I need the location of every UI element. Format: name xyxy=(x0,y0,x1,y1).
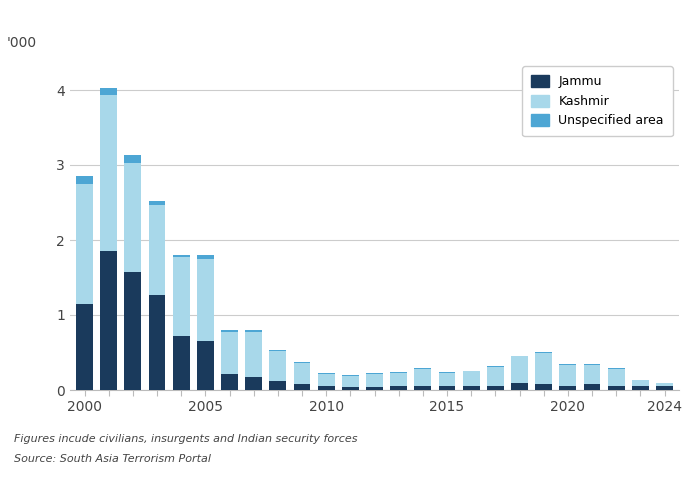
Bar xyxy=(390,386,407,390)
Bar xyxy=(270,351,286,381)
Bar xyxy=(245,330,262,332)
Bar xyxy=(390,373,407,386)
Bar xyxy=(438,373,456,386)
Bar xyxy=(463,371,480,386)
Bar xyxy=(608,386,624,390)
Bar xyxy=(245,332,262,376)
Bar xyxy=(318,373,335,374)
Bar xyxy=(76,184,93,304)
Bar xyxy=(536,352,552,384)
Bar xyxy=(584,384,601,390)
Bar xyxy=(125,155,141,163)
Bar xyxy=(342,375,359,376)
Bar xyxy=(221,332,238,374)
Bar xyxy=(366,374,383,387)
Bar xyxy=(608,369,624,386)
Bar xyxy=(487,386,504,390)
Bar xyxy=(197,255,214,259)
Bar xyxy=(463,386,480,390)
Bar xyxy=(511,382,528,390)
Bar xyxy=(148,294,165,390)
Bar xyxy=(390,372,407,373)
Bar xyxy=(173,336,190,390)
Text: Source: South Asia Terrorism Portal: Source: South Asia Terrorism Portal xyxy=(14,454,211,464)
Bar xyxy=(366,373,383,374)
Bar xyxy=(293,362,311,363)
Text: Figures incude civilians, insurgents and Indian security forces: Figures incude civilians, insurgents and… xyxy=(14,434,358,444)
Bar xyxy=(245,376,262,390)
Bar xyxy=(414,368,431,369)
Bar xyxy=(342,376,359,387)
Bar xyxy=(559,364,576,386)
Bar xyxy=(221,330,238,332)
Bar xyxy=(270,350,286,351)
Bar xyxy=(463,370,480,371)
Bar xyxy=(100,95,117,251)
Bar xyxy=(632,386,649,390)
Bar xyxy=(438,372,456,373)
Bar xyxy=(221,374,238,390)
Bar xyxy=(511,356,528,382)
Bar xyxy=(318,374,335,386)
Bar xyxy=(608,368,624,369)
Bar xyxy=(100,88,117,95)
Bar xyxy=(632,380,649,386)
Bar xyxy=(656,386,673,390)
Bar xyxy=(342,387,359,390)
Bar xyxy=(173,257,190,336)
Bar xyxy=(414,386,431,390)
Bar xyxy=(487,366,504,367)
Bar xyxy=(559,386,576,390)
Bar xyxy=(76,304,93,390)
Bar xyxy=(293,384,311,390)
Bar xyxy=(318,386,335,390)
Bar xyxy=(536,384,552,390)
Bar xyxy=(197,259,214,341)
Bar xyxy=(366,387,383,390)
Bar xyxy=(197,341,214,390)
Bar xyxy=(76,176,93,184)
Bar xyxy=(656,383,673,386)
Text: '000: '000 xyxy=(7,36,37,50)
Bar xyxy=(487,367,504,386)
Bar xyxy=(125,163,141,272)
Bar xyxy=(148,201,165,205)
Bar xyxy=(414,369,431,386)
Bar xyxy=(656,382,673,383)
Bar xyxy=(584,364,601,384)
Bar xyxy=(293,363,311,384)
Bar xyxy=(125,272,141,390)
Bar xyxy=(438,386,456,390)
Bar xyxy=(173,255,190,257)
Legend: Jammu, Kashmir, Unspecified area: Jammu, Kashmir, Unspecified area xyxy=(522,66,673,136)
Bar xyxy=(270,381,286,390)
Bar xyxy=(100,251,117,390)
Bar xyxy=(148,205,165,294)
